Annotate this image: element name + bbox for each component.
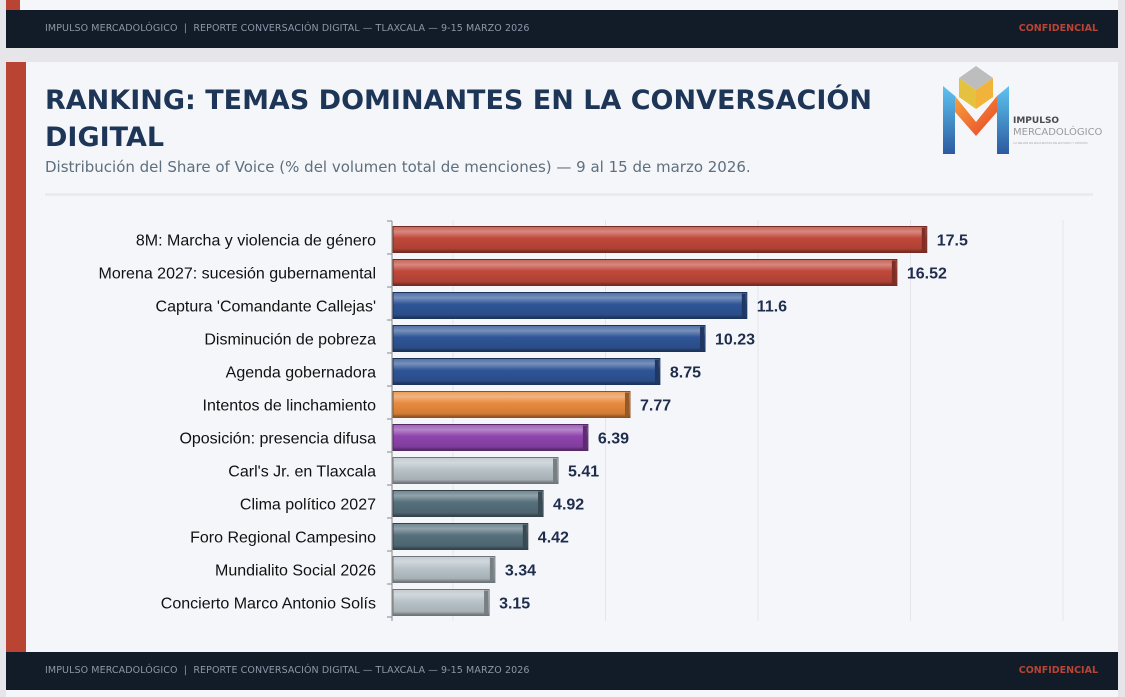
bar-bevel (484, 590, 489, 615)
value-label: 4.42 (538, 530, 569, 547)
bar-group (392, 292, 748, 319)
footer-banner: IMPULSO MERCADOLÓGICO | REPORTE CONVERSA… (6, 652, 1118, 690)
header-banner: IMPULSO MERCADOLÓGICO | REPORTE CONVERSA… (6, 10, 1118, 48)
header-confidential-label: CONFIDENCIAL (1018, 23, 1098, 34)
value-label: 17.5 (937, 233, 968, 250)
footer-confidential-label: CONFIDENCIAL (1018, 665, 1098, 676)
category-label: Disminución de pobreza (204, 332, 376, 349)
bar (392, 391, 631, 418)
category-label: Morena 2027: sucesión gubernamental (98, 266, 376, 283)
category-label: 8M: Marcha y violencia de género (136, 233, 376, 250)
value-label: 4.92 (553, 497, 584, 514)
slide: RANKING: TEMAS DOMINANTES EN LA CONVERSA… (6, 62, 1118, 697)
bar (392, 358, 661, 385)
value-label: 11.6 (757, 299, 787, 316)
bar (392, 259, 898, 286)
value-label: 5.41 (568, 464, 599, 481)
slide-accent-stripe (6, 62, 26, 652)
bar-group (392, 556, 496, 583)
bar (392, 226, 928, 253)
bar-group (392, 325, 706, 352)
value-label: 3.15 (499, 596, 530, 613)
category-label: Intentos de linchamiento (203, 398, 377, 415)
bar-bevel (582, 425, 587, 450)
bar-bevel (538, 491, 543, 516)
bar (392, 490, 544, 517)
category-label: Carl's Jr. en Tlaxcala (228, 464, 376, 481)
bar-group (392, 391, 631, 418)
bar-group (392, 523, 529, 550)
bar-group (392, 457, 559, 484)
logo-text-impulso: IMPULSO (1013, 116, 1060, 126)
bar-group (392, 490, 544, 517)
bar-bevel (654, 359, 659, 384)
bar (392, 292, 748, 319)
value-label: 10.23 (715, 332, 755, 349)
bar-group (392, 589, 490, 616)
category-label: Agenda gobernadora (226, 365, 376, 382)
value-label: 8.75 (670, 365, 701, 382)
bar-group (392, 259, 898, 286)
bar (392, 523, 529, 550)
bar-group (392, 424, 589, 451)
bar (392, 424, 589, 451)
value-label: 3.34 (505, 563, 536, 580)
bar-bevel (741, 293, 746, 318)
accent-stripe (6, 0, 20, 10)
value-label: 6.39 (598, 431, 629, 448)
bar (392, 325, 706, 352)
logo-text-mercadologico: MERCADOLÓGICO (1013, 127, 1103, 138)
company-logo: IMPULSO MERCADOLÓGICO LO MEJOR EN ENCUES… (941, 64, 1121, 159)
category-label: Oposición: presencia difusa (179, 431, 376, 448)
bar-bevel (891, 260, 896, 285)
category-label: Concierto Marco Antonio Solís (161, 596, 376, 613)
divider (45, 193, 1093, 196)
category-label: Captura 'Comandante Callejas' (156, 299, 376, 316)
bar-bevel (522, 524, 527, 549)
page-title: RANKING: TEMAS DOMINANTES EN LA CONVERSA… (45, 85, 872, 153)
bar-group (392, 226, 928, 253)
header-report-text: IMPULSO MERCADOLÓGICO | REPORTE CONVERSA… (45, 23, 530, 34)
page-subtitle: Distribución del Share of Voice (% del v… (45, 158, 751, 176)
logo-tagline: LO MEJOR EN ENCUESTAS DE ESTUDIO Y OPINI… (1013, 141, 1088, 145)
bar (392, 589, 490, 616)
bar-bevel (700, 326, 705, 351)
value-label: 16.52 (907, 266, 947, 283)
value-label: 7.77 (640, 398, 671, 415)
bar-bevel (553, 458, 558, 483)
logo-m-icon (943, 66, 1009, 154)
top-bar: IMPULSO MERCADOLÓGICO | REPORTE CONVERSA… (6, 0, 1118, 48)
bar-group (392, 358, 661, 385)
bar-bevel (624, 392, 629, 417)
bar-bevel (489, 557, 494, 582)
footer-report-text: IMPULSO MERCADOLÓGICO | REPORTE CONVERSA… (45, 665, 530, 676)
category-label: Mundialito Social 2026 (215, 563, 376, 580)
bar (392, 556, 496, 583)
bar (392, 457, 559, 484)
category-label: Clima político 2027 (240, 497, 376, 514)
category-label: Foro Regional Campesino (190, 530, 376, 547)
bar-bevel (921, 227, 926, 252)
